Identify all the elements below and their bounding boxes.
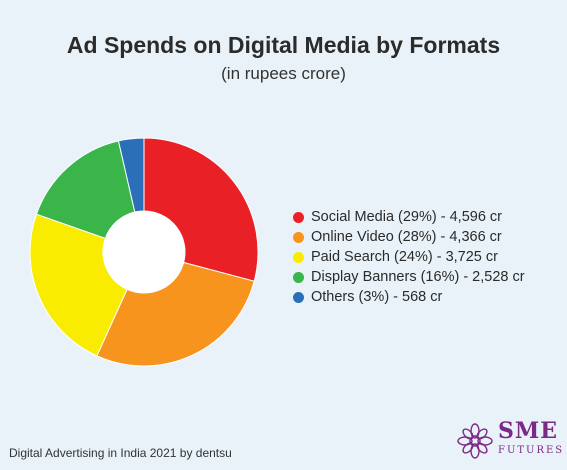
legend-label: Social Media (29%) - 4,596 cr: [311, 209, 502, 225]
legend-label: Others (3%) - 568 cr: [311, 289, 443, 305]
legend-item: Display Banners (16%) - 2,528 cr: [293, 267, 525, 287]
legend-item: Paid Search (24%) - 3,725 cr: [293, 247, 525, 267]
brand-tagline: FUTURES: [498, 445, 565, 456]
brand-name: SME: [498, 418, 559, 444]
legend-swatch: [293, 211, 304, 223]
brand-mandala-icon: [457, 423, 493, 459]
legend-swatch: [293, 291, 304, 303]
legend-label: Display Banners (16%) - 2,528 cr: [311, 269, 525, 285]
legend-item: Others (3%) - 568 cr: [293, 287, 525, 307]
legend-item: Social Media (29%) - 4,596 cr: [293, 207, 525, 227]
brand-logo: SME FUTURES: [456, 418, 562, 464]
legend-swatch: [293, 231, 304, 243]
legend-label: Online Video (28%) - 4,366 cr: [311, 229, 502, 245]
chart-title: Ad Spends on Digital Media by Formats: [66, 32, 501, 58]
legend-swatch: [293, 251, 304, 263]
donut-chart: [29, 137, 259, 367]
chart-subtitle: (in rupees crore): [221, 64, 346, 83]
legend-item: Online Video (28%) - 4,366 cr: [293, 227, 525, 247]
source-note: Digital Advertising in India 2021 by den…: [9, 446, 232, 460]
legend-label: Paid Search (24%) - 3,725 cr: [311, 249, 498, 265]
legend-swatch: [293, 271, 304, 283]
chart-legend: Social Media (29%) - 4,596 cr Online Vide…: [293, 207, 525, 307]
donut-hole: [103, 211, 185, 293]
